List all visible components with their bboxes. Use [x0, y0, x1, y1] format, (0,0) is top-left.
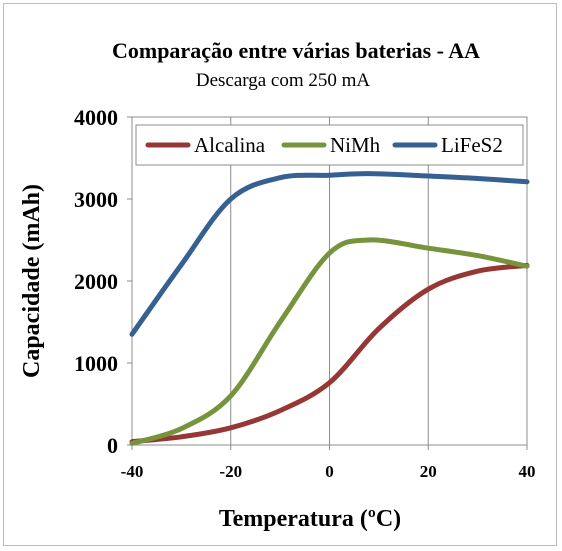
- series-lines: [129, 171, 530, 446]
- legend-label-lifes2: LiFeS2: [441, 133, 503, 157]
- x-tick-label: -20: [219, 462, 242, 481]
- y-axis-label: Capacidade (mAh): [19, 184, 45, 378]
- chart-title: Comparação entre várias baterias - AA: [112, 38, 480, 63]
- legend-box: [135, 124, 524, 166]
- x-tick-label: -40: [121, 462, 144, 481]
- chart-subtitle: Descarga com 250 mA: [196, 70, 371, 91]
- y-tick-label: 1000: [74, 351, 118, 376]
- x-tick-label: 40: [519, 462, 536, 481]
- y-tick-label: 2000: [74, 269, 118, 294]
- series-line-lifes2: [129, 171, 530, 337]
- series-line-alcalina: [129, 262, 530, 445]
- series-line-nimh: [129, 237, 530, 446]
- y-tick-label: 4000: [74, 105, 118, 130]
- x-tick-label: 0: [325, 462, 334, 481]
- legend-label-alcalina: Alcalina: [194, 133, 266, 157]
- x-axis-label: Temperatura (ºC): [219, 506, 401, 532]
- legend-label-nimh: NiMh: [330, 133, 381, 157]
- legend: Alcalina NiMh LiFeS2: [135, 124, 524, 166]
- y-tick-label: 3000: [74, 187, 118, 212]
- y-axis-ticks: 0 1000 2000 3000 4000: [74, 105, 132, 458]
- x-axis-ticks: -40 -20 0 20 40: [121, 445, 536, 481]
- gridlines: [230, 117, 429, 445]
- y-tick-label: 0: [107, 433, 118, 458]
- x-tick-label: 20: [420, 462, 437, 481]
